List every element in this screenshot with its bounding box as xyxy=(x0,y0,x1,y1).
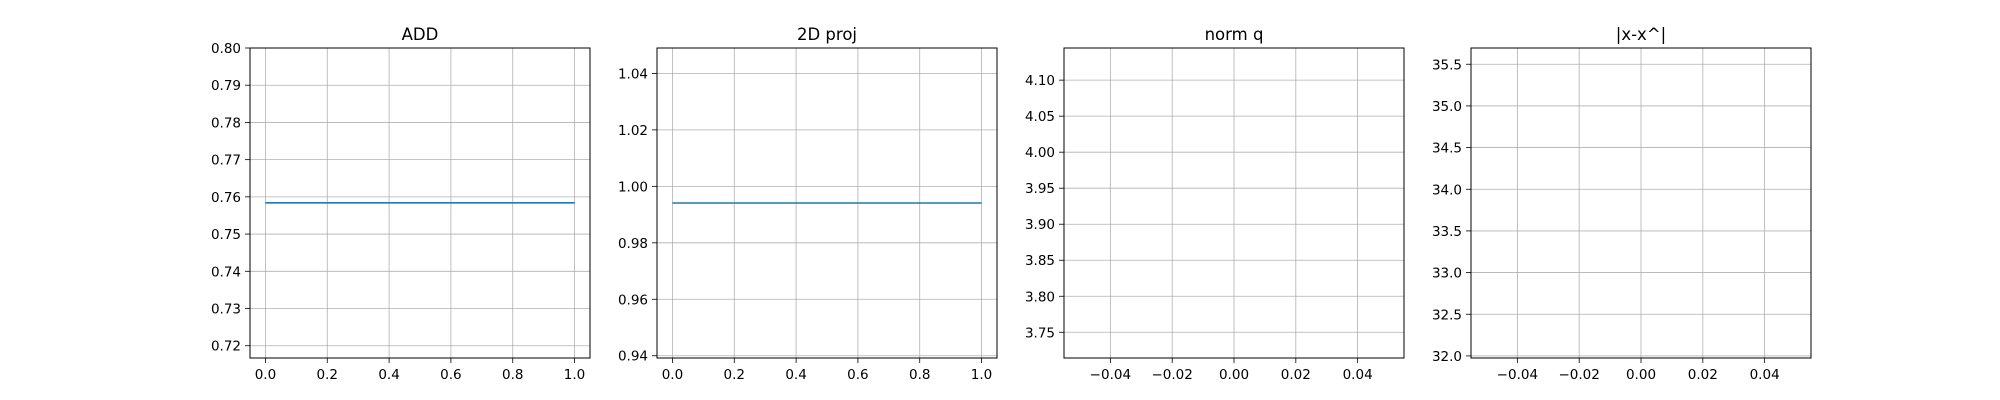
y-tick-label: 1.02 xyxy=(618,123,648,139)
subplot-1: 0.0 0.2 0.4 0.6 0.8 1.0 0.72 0.73 0.74 0.75 0.76 0.… xyxy=(211,25,591,383)
x-tick-label: 0.6 xyxy=(440,367,461,383)
chart-title: 2D proj xyxy=(797,25,857,44)
x-tick-label: 0.04 xyxy=(1343,367,1373,383)
x-tick-label: 0.0 xyxy=(255,367,276,383)
axes-frame xyxy=(249,47,591,359)
y-tick-label: 0.94 xyxy=(618,349,648,365)
y-tick-label: 0.78 xyxy=(211,115,241,131)
x-tick-label: 0.02 xyxy=(1688,367,1718,383)
x-tick-label: −0.04 xyxy=(1497,367,1538,383)
x-tick-label: 0.00 xyxy=(1219,367,1249,383)
y-tick-label: 1.04 xyxy=(618,66,648,82)
x-tick-label: 0.00 xyxy=(1626,367,1656,383)
y-tick-label: 0.75 xyxy=(211,227,241,243)
x-tick-label: 1.0 xyxy=(564,367,585,383)
y-tick-label: 0.72 xyxy=(211,339,241,355)
y-tick-label: 0.80 xyxy=(211,41,241,57)
x-tick-label: 0.0 xyxy=(662,367,683,383)
x-tick-label: 1.0 xyxy=(971,367,992,383)
x-tick-label: 0.2 xyxy=(317,367,338,383)
x-tick-label: −0.02 xyxy=(1558,367,1599,383)
axes-frame xyxy=(656,47,998,359)
y-tick-label: 35.0 xyxy=(1432,99,1462,115)
y-tick-label: 0.76 xyxy=(211,190,241,206)
y-tick-label: 3.95 xyxy=(1025,181,1055,197)
x-tick-label: 0.6 xyxy=(847,367,868,383)
y-tick-label: 33.0 xyxy=(1432,266,1462,282)
x-tick-label: 0.4 xyxy=(785,367,806,383)
y-tick-label: 3.75 xyxy=(1025,325,1055,341)
y-tick-label: 33.5 xyxy=(1432,224,1462,240)
x-tick-label: 0.8 xyxy=(909,367,930,383)
x-tick-label: 0.2 xyxy=(724,367,745,383)
x-tick-label: −0.02 xyxy=(1151,367,1192,383)
y-tick-label: 0.96 xyxy=(618,292,648,308)
y-tick-label: 4.00 xyxy=(1025,145,1055,161)
y-tick-label: 0.73 xyxy=(211,302,241,318)
x-tick-label: 0.4 xyxy=(378,367,399,383)
y-tick-label: 32.5 xyxy=(1432,307,1462,323)
subplot-2: 0.0 0.2 0.4 0.6 0.8 1.0 0.94 0.96 0.98 1.00 1.02 1.… xyxy=(618,25,998,383)
y-tick-label: 34.5 xyxy=(1432,141,1462,157)
chart-title: |x-x^| xyxy=(1616,25,1666,44)
y-tick-label: 35.5 xyxy=(1432,57,1462,73)
y-tick-label: 32.0 xyxy=(1432,349,1462,365)
x-tick-label: 0.02 xyxy=(1281,367,1311,383)
y-tick-label: 3.90 xyxy=(1025,217,1055,233)
y-tick-label: 34.0 xyxy=(1432,182,1462,198)
x-tick-label: 0.8 xyxy=(502,367,523,383)
chart-title: ADD xyxy=(402,25,439,44)
y-tick-label: 0.74 xyxy=(211,264,241,280)
subplot-4: −0.04 −0.02 0.00 0.02 0.04 32.0 32.5 33.0 33.5 34… xyxy=(1432,25,1812,383)
y-tick-label: 0.79 xyxy=(211,78,241,94)
y-tick-label: 0.98 xyxy=(618,236,648,252)
y-tick-label: 1.00 xyxy=(618,179,648,195)
y-tick-label: 4.10 xyxy=(1025,73,1055,89)
y-tick-label: 0.77 xyxy=(211,153,241,169)
subplot-3: −0.04 −0.02 0.00 0.02 0.04 3.75 3.80 3.85 3.90 3.… xyxy=(1025,25,1405,383)
y-tick-label: 3.85 xyxy=(1025,253,1055,269)
y-tick-label: 3.80 xyxy=(1025,289,1055,305)
chart-title: norm q xyxy=(1205,25,1264,44)
x-tick-label: −0.04 xyxy=(1090,367,1131,383)
x-tick-label: 0.04 xyxy=(1750,367,1780,383)
y-tick-label: 4.05 xyxy=(1025,109,1055,125)
